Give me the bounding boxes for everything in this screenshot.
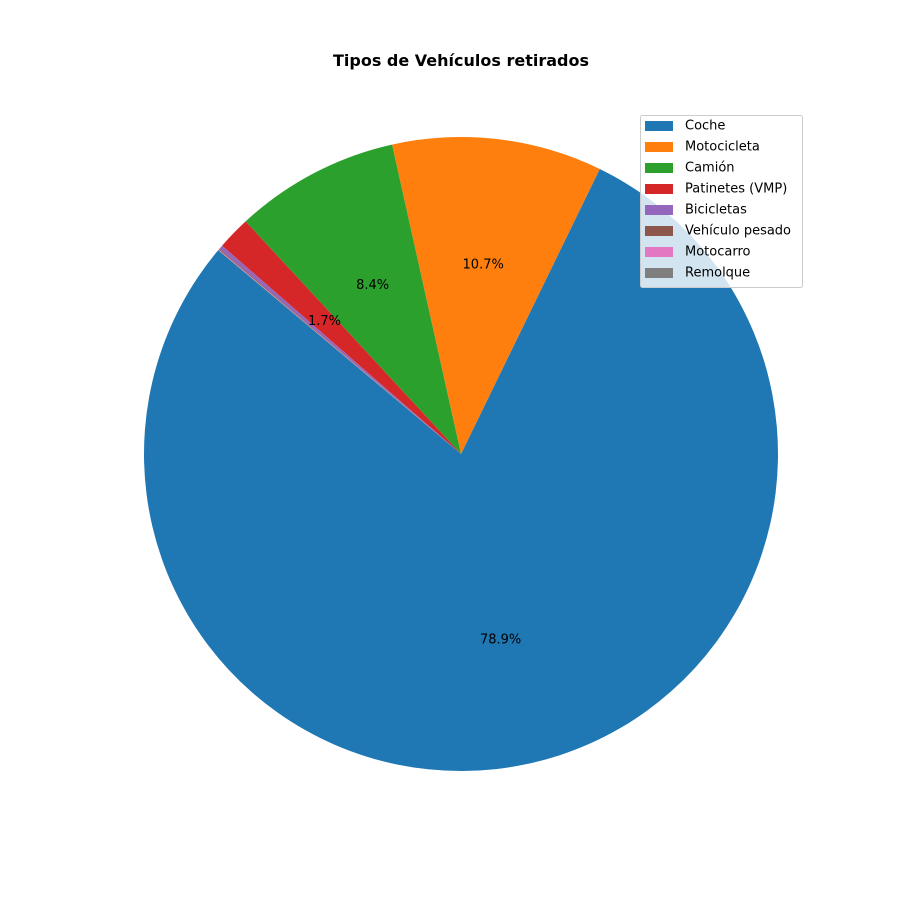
- legend-item-coche: Coche: [645, 119, 725, 134]
- legend-label: Vehículo pesado: [685, 224, 791, 239]
- pct-label-camion: 8.4%: [356, 278, 389, 293]
- chart-title: Tipos de Vehículos retirados: [333, 51, 589, 70]
- legend-item-bicicletas: Bicicletas: [645, 203, 747, 218]
- legend-label: Motocarro: [685, 245, 751, 260]
- pie-slice-coche: [143, 168, 778, 772]
- legend-label: Patinetes (VMP): [685, 182, 787, 197]
- legend-item-vehiculo-pesado: Vehículo pesado: [645, 224, 791, 239]
- legend-item-motocicleta: Motocicleta: [645, 140, 760, 155]
- pie-slice-camion: [245, 144, 461, 454]
- legend-label: Coche: [685, 119, 725, 134]
- pie-slice-motocicleta: [392, 137, 600, 455]
- legend-item-patinetes-vmp: Patinetes (VMP): [645, 182, 787, 197]
- legend-label: Camión: [685, 161, 735, 176]
- legend-frame: [640, 115, 803, 288]
- legend-item-motocarro: Motocarro: [645, 245, 751, 260]
- legend-label: Bicicletas: [685, 203, 747, 218]
- legend-swatch: [645, 268, 673, 278]
- legend-label: Motocicleta: [685, 140, 760, 155]
- legend-item-camion: Camión: [645, 161, 735, 176]
- legend-swatch: [645, 142, 673, 152]
- legend-swatch: [645, 226, 673, 236]
- pie-slice-patinetes-vmp: [222, 221, 461, 454]
- legend-swatch: [645, 163, 673, 173]
- legend-label: Remolque: [685, 266, 750, 281]
- legend: Coche Motocicleta Camión Patinetes (VMP) Bic…: [640, 115, 803, 288]
- pct-label-motocicleta: 10.7%: [463, 258, 504, 273]
- pct-label-coche: 78.9%: [480, 633, 521, 648]
- pie-slices: [143, 137, 778, 772]
- legend-item-remolque: Remolque: [645, 266, 750, 281]
- pie-slice-remolque: [218, 249, 461, 454]
- legend-swatch: [645, 121, 673, 131]
- legend-swatch: [645, 205, 673, 215]
- pie-percent-labels: 78.9% 10.7% 8.4% 1.7%: [308, 258, 521, 648]
- pct-label-patinetes-vmp: 1.7%: [308, 314, 341, 329]
- pie-slice-vehiculo-pesado: [218, 248, 461, 454]
- legend-swatch: [645, 184, 673, 194]
- pie-slice-motocarro: [218, 249, 461, 454]
- legend-swatch: [645, 247, 673, 257]
- pie-slice-bicicletas: [219, 245, 461, 454]
